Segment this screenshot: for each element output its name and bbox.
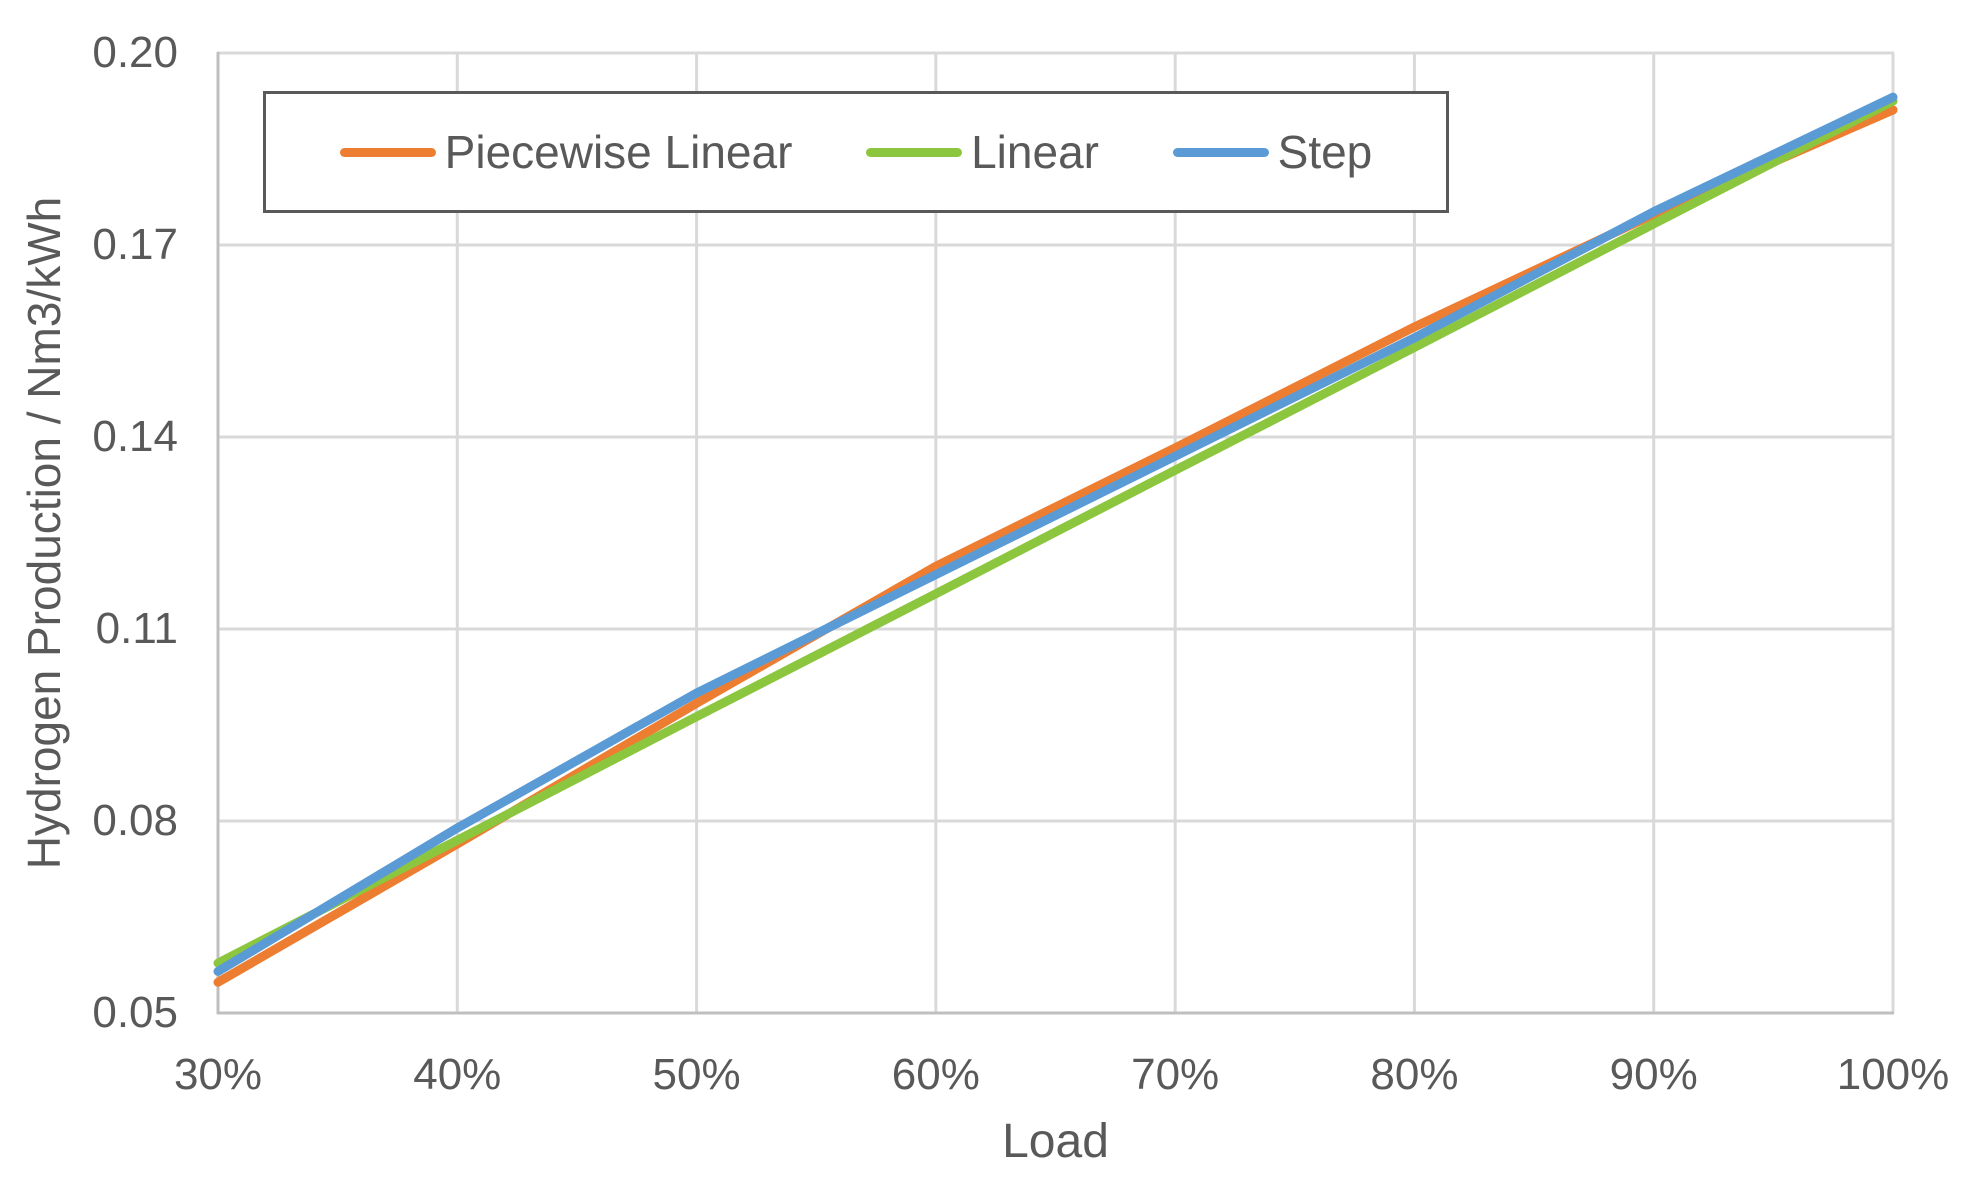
legend-item-step: Step bbox=[1172, 125, 1373, 179]
legend-item-piecewise-linear: Piecewise Linear bbox=[339, 125, 793, 179]
legend-line-swatch-piecewise-linear bbox=[339, 147, 436, 157]
x-tick-label: 60% bbox=[891, 1050, 980, 1099]
legend-label-linear: Linear bbox=[971, 126, 1099, 178]
legend-label-step: Step bbox=[1277, 126, 1373, 178]
x-tick-label: 70% bbox=[1131, 1050, 1220, 1099]
series-line-linear bbox=[213, 96, 1898, 968]
y-tick-label: 0.08 bbox=[92, 796, 178, 845]
y-tick-label: 0.20 bbox=[92, 28, 178, 77]
legend-line-swatch-step bbox=[1172, 147, 1269, 157]
series-line-step bbox=[213, 92, 1898, 976]
series-line-piecewise-linear bbox=[213, 105, 1898, 987]
y-tick-label: 0.14 bbox=[92, 412, 178, 461]
x-tick-label: 80% bbox=[1370, 1050, 1459, 1099]
x-tick-label: 100% bbox=[1836, 1050, 1950, 1099]
y-tick-label: 0.11 bbox=[95, 604, 178, 653]
legend-line-swatch-linear bbox=[866, 147, 963, 157]
legend-item-linear: Linear bbox=[866, 125, 1099, 179]
y-tick-label: 0.17 bbox=[92, 220, 178, 269]
x-tick-label: 40% bbox=[413, 1050, 502, 1099]
legend-label-piecewise-linear: Piecewise Linear bbox=[444, 126, 793, 178]
legend: Piecewise Linear Linear Step bbox=[263, 91, 1449, 213]
y-axis-title: Hydrogen Production / Nm3/kWh bbox=[18, 196, 70, 870]
x-tick-label: 30% bbox=[173, 1050, 263, 1099]
y-tick-label: 0.05 bbox=[92, 988, 178, 1037]
x-axis-title: Load bbox=[1002, 1115, 1109, 1168]
x-tick-label: 50% bbox=[652, 1050, 741, 1099]
x-tick-label: 90% bbox=[1609, 1050, 1698, 1099]
